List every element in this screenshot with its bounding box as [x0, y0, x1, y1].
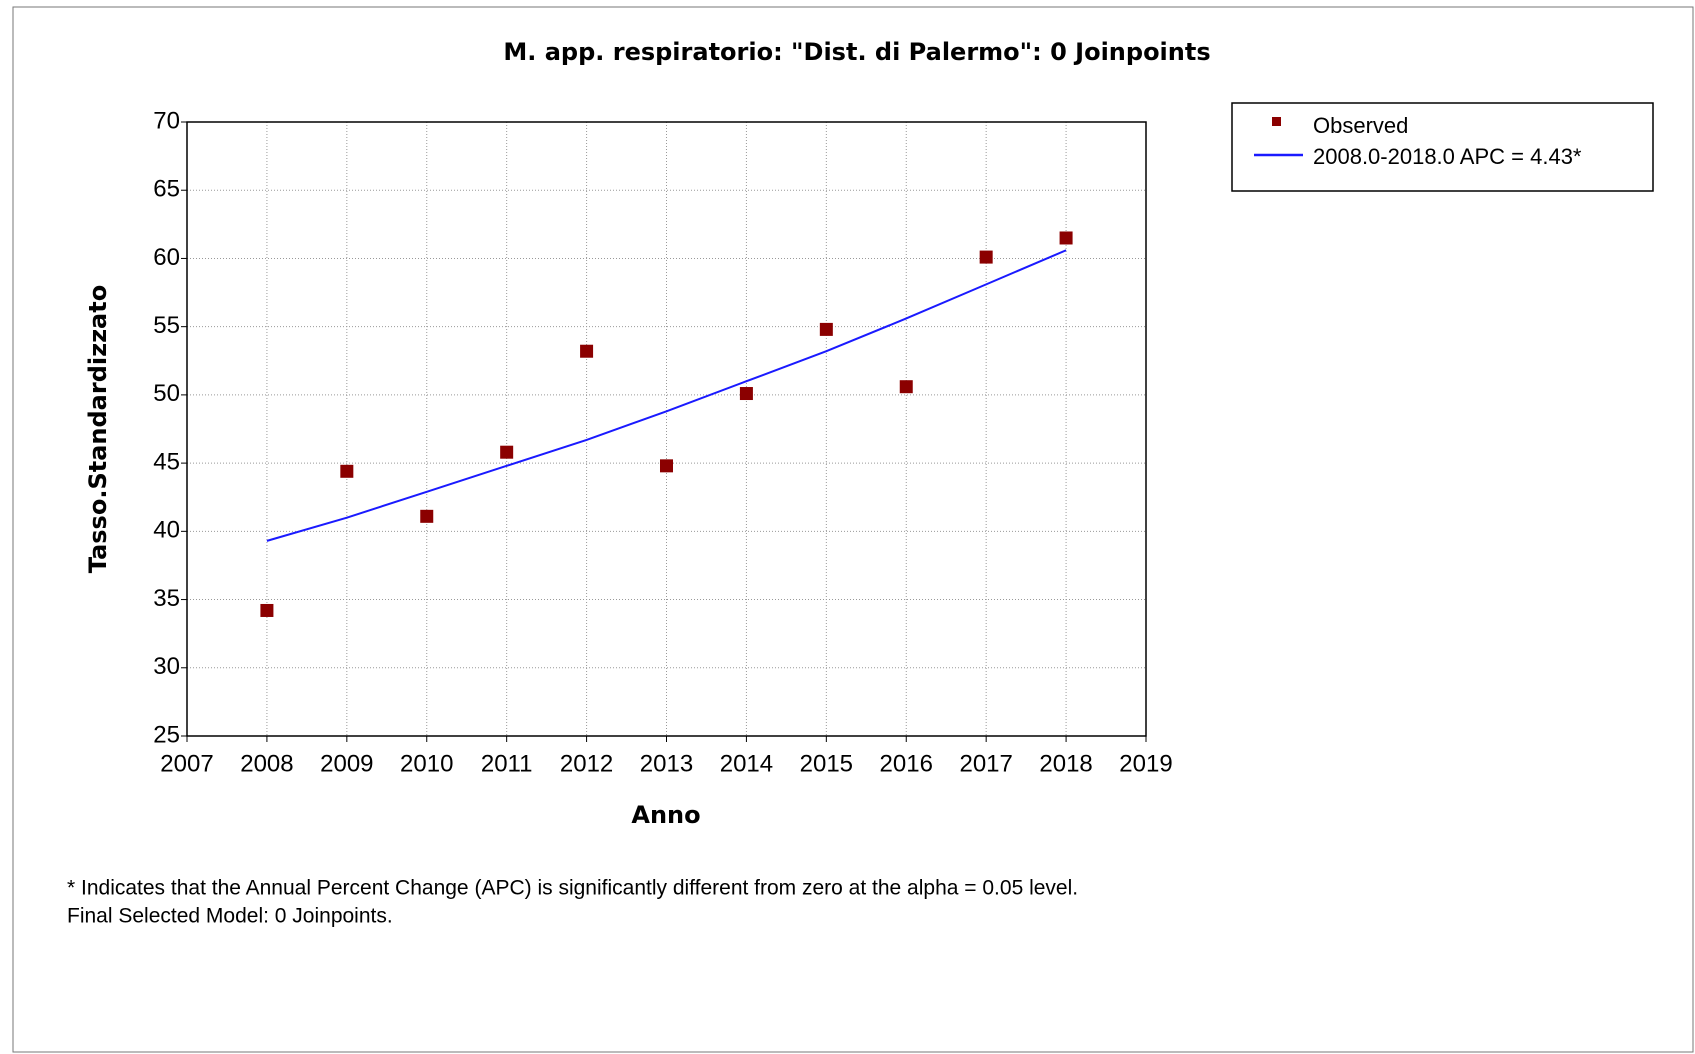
legend-label: Observed — [1313, 113, 1408, 138]
observed-point — [899, 380, 913, 394]
plot-area — [186, 121, 1147, 737]
observed-point — [979, 250, 993, 264]
legend-box — [1231, 102, 1654, 192]
y-tick-label: 60 — [153, 244, 180, 271]
y-tick-label: 45 — [153, 448, 180, 475]
x-tick-label: 2011 — [481, 750, 533, 777]
y-tick-label: 70 — [153, 107, 180, 134]
y-tick-label: 50 — [153, 380, 180, 407]
x-tick-label: 2014 — [720, 750, 773, 777]
y-tick-label: 30 — [153, 653, 180, 680]
y-tick-label: 35 — [153, 585, 180, 612]
footnote: Final Selected Model: 0 Joinpoints. — [67, 905, 393, 928]
legend-label: 2008.0-2018.0 APC = 4.43* — [1313, 144, 1582, 169]
y-tick-label: 55 — [153, 312, 180, 339]
observed-point — [1059, 231, 1073, 245]
y-tick-label: 65 — [153, 176, 180, 203]
x-tick-label: 2019 — [1119, 750, 1172, 777]
observed-point — [260, 603, 274, 617]
x-tick-label: 2012 — [560, 750, 613, 777]
fit-line — [266, 249, 1067, 542]
x-tick-label: 2008 — [240, 750, 293, 777]
observed-point — [500, 445, 514, 459]
x-tick-label: 2013 — [640, 750, 693, 777]
x-tick-label: 2018 — [1039, 750, 1092, 777]
x-tick-label: 2010 — [400, 750, 453, 777]
y-axis-label: Tasso.Standardizzato — [84, 285, 112, 573]
observed-point — [340, 464, 354, 478]
legend-marker — [1272, 117, 1281, 126]
chart-title: M. app. respiratorio: "Dist. di Palermo"… — [503, 38, 1210, 66]
observed-point — [580, 344, 594, 358]
observed-point — [819, 322, 833, 336]
y-tick-label: 40 — [153, 517, 180, 544]
y-tick-label: 25 — [153, 721, 180, 748]
x-tick-label: 2007 — [160, 750, 213, 777]
observed-point — [739, 387, 753, 401]
x-axis-label: Anno — [631, 801, 700, 829]
x-tick-label: 2009 — [320, 750, 373, 777]
x-tick-label: 2015 — [800, 750, 853, 777]
observed-point — [660, 459, 673, 473]
footnote: * Indicates that the Annual Percent Chan… — [67, 877, 1078, 900]
x-tick-label: 2017 — [959, 750, 1012, 777]
x-tick-label: 2016 — [880, 750, 933, 777]
observed-point — [420, 509, 434, 523]
